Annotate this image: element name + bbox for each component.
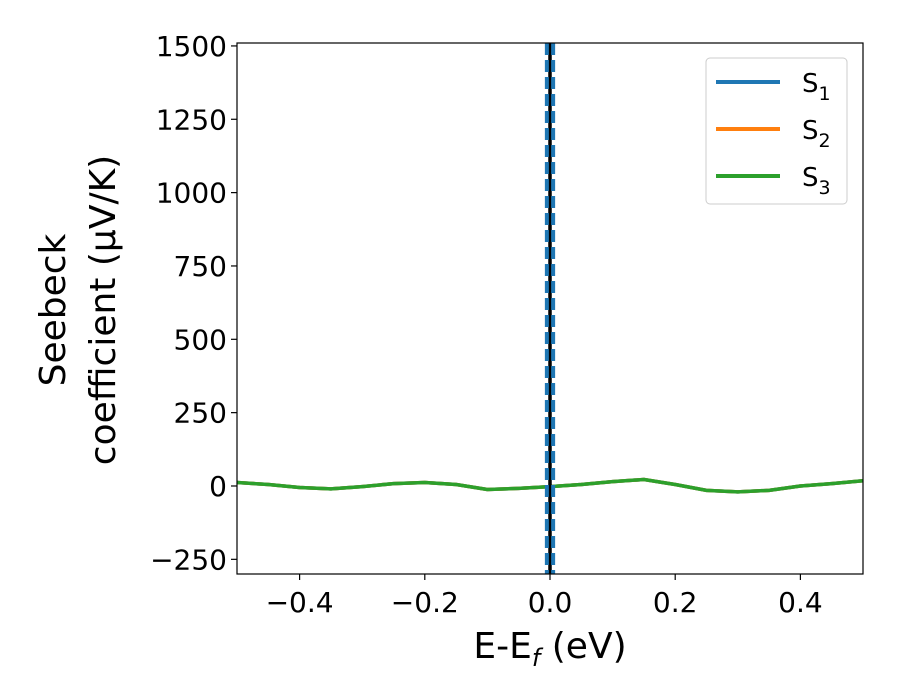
x-tick-label: −0.4 (266, 586, 334, 619)
y-tick-label: 500 (174, 323, 227, 356)
y-tick-label: 1250 (156, 103, 227, 136)
legend-label-s2: S2 (802, 116, 831, 152)
y-tick-label: 250 (174, 397, 227, 430)
x-tick-label: 0.0 (528, 586, 573, 619)
legend-label-s3: S3 (802, 163, 831, 199)
y-tick-label: 750 (174, 250, 227, 283)
vertical-markers (544, 43, 556, 574)
y-tick-label: 1500 (156, 30, 227, 63)
y-axis-label-line1: Seebeck (33, 233, 74, 386)
legend: S1 S2 S3 (705, 57, 848, 205)
y-tick-label: −250 (150, 543, 227, 576)
x-tick-label: 0.2 (653, 586, 698, 619)
y-axis-label-line2: coefficient (μV/K) (83, 155, 124, 465)
y-tick-label: 1000 (156, 177, 227, 210)
x-tick-label: −0.2 (391, 586, 459, 619)
x-axis-label: E-Ef (eV) (473, 626, 626, 672)
ticks: −0.4 −0.2 0.0 0.2 0.4 −250 0 250 500 750 1000 1250 1… (150, 30, 823, 619)
legend-label-s1: S1 (802, 69, 831, 105)
x-tick-label: 0.4 (778, 586, 823, 619)
y-tick-label: 0 (209, 470, 227, 503)
y-axis-label: Seebeck coefficient (μV/K) (33, 155, 124, 465)
